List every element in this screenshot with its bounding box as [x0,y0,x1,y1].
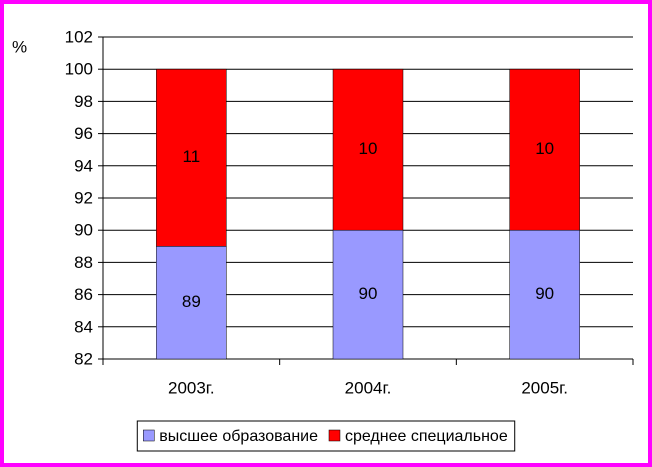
bar-segment [509,68,580,231]
legend-label: высшее образование [159,428,318,445]
y-tick-label: 94 [74,156,93,175]
y-tick-label: 100 [65,60,93,79]
data-label: 90 [359,284,378,303]
x-tick-label: 2004г. [345,378,392,397]
bar-segment [156,246,227,360]
y-tick-label: 96 [74,124,93,143]
data-label: 10 [359,139,378,158]
y-tick-label: 84 [74,317,93,336]
y-axis-label: % [12,37,27,56]
data-label: 89 [182,292,201,311]
y-tick-label: 86 [74,285,93,304]
legend-label: среднее специальное [345,428,508,445]
bar-segment [156,68,227,247]
chart: % 82 84 86 88 90 92 94 96 98 100 102 89 11 2003г. 90 10… [12,27,634,452]
y-tick-label: 88 [74,253,93,272]
data-label: 10 [535,139,554,158]
data-label: 11 [183,147,201,166]
x-tick-label: 2003г. [168,378,215,397]
bar-segment [332,68,404,231]
legend-swatch [328,429,341,442]
legend-box [136,420,516,452]
x-tick-label: 2005г. [521,378,568,397]
y-tick-label: 92 [74,188,93,207]
y-tick-label: 90 [74,221,93,240]
legend-swatch [143,429,155,442]
y-tick-label: 102 [65,27,93,46]
bar-segment [332,229,404,360]
bar-segment [509,229,580,360]
y-tick-label: 98 [74,92,93,111]
data-label: 90 [535,284,554,303]
y-tick-label: 82 [74,349,93,368]
